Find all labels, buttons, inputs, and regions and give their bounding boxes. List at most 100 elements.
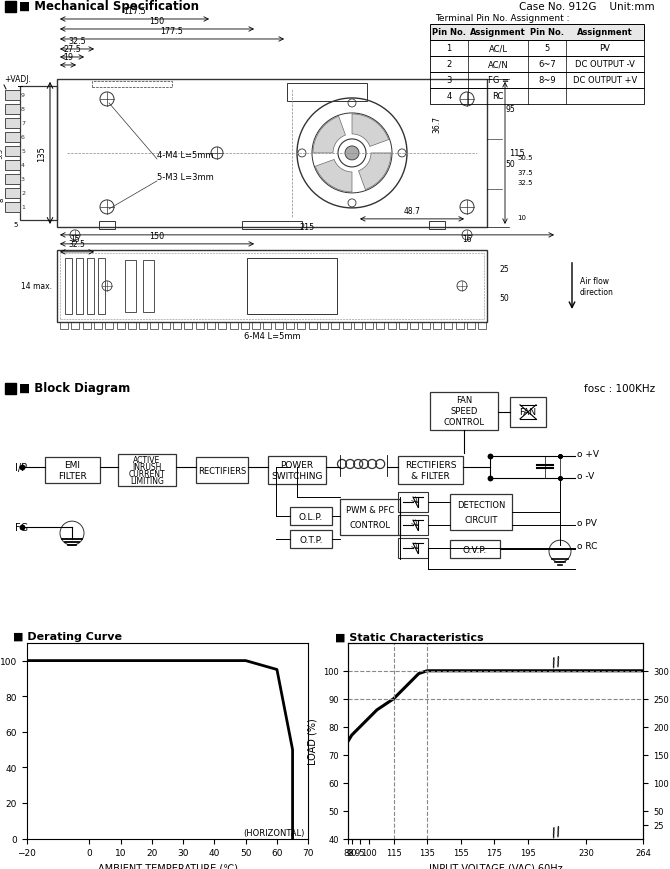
Bar: [444, 322, 452, 329]
Text: 135: 135: [37, 146, 46, 162]
Text: CONTROL: CONTROL: [444, 418, 484, 427]
Text: EMI: EMI: [64, 461, 80, 470]
Bar: [5, 383, 16, 395]
Text: 50.5: 50.5: [517, 155, 533, 161]
Text: CIRCUIT: CIRCUIT: [464, 515, 498, 524]
Text: 8~9: 8~9: [538, 76, 556, 85]
Text: O.V.P.: O.V.P.: [463, 545, 487, 554]
Text: 36.7: 36.7: [432, 116, 441, 133]
Text: DETECTION: DETECTION: [457, 501, 505, 510]
Text: 95: 95: [505, 105, 515, 115]
Bar: [430, 56, 644, 73]
Text: FAN: FAN: [456, 396, 472, 405]
Text: fosc : 100KHz: fosc : 100KHz: [584, 383, 655, 394]
Text: o RC: o RC: [577, 541, 598, 551]
Bar: [398, 493, 428, 513]
Bar: [45, 457, 100, 483]
Bar: [510, 397, 546, 428]
Text: FILTER: FILTER: [58, 471, 87, 481]
Bar: [5, 202, 20, 213]
Bar: [241, 322, 249, 329]
Bar: [287, 84, 367, 102]
Bar: [429, 222, 445, 229]
Text: I/P: I/P: [15, 462, 27, 473]
Bar: [5, 175, 20, 185]
Text: 48.7: 48.7: [403, 207, 421, 216]
Bar: [5, 161, 20, 170]
Bar: [94, 322, 102, 329]
Text: 6~7: 6~7: [538, 61, 556, 70]
Bar: [320, 322, 328, 329]
Text: Assignment: Assignment: [577, 29, 633, 37]
X-axis label: AMBIENT TEMPERATURE (℃): AMBIENT TEMPERATURE (℃): [98, 863, 237, 869]
Text: 6-M4 L=5mm: 6-M4 L=5mm: [244, 331, 300, 341]
Bar: [5, 105, 20, 115]
Y-axis label: LOAD (%): LOAD (%): [308, 718, 318, 764]
Bar: [467, 322, 475, 329]
Bar: [290, 531, 332, 548]
Bar: [430, 41, 644, 56]
Text: 8: 8: [0, 197, 5, 202]
Bar: [5, 91, 20, 101]
Bar: [5, 2, 16, 13]
Bar: [117, 322, 125, 329]
Bar: [252, 322, 260, 329]
Bar: [456, 322, 464, 329]
Text: +VADJ.: +VADJ.: [4, 75, 31, 84]
Text: 19: 19: [63, 53, 73, 62]
Bar: [184, 322, 192, 329]
Bar: [128, 322, 136, 329]
Text: INRUSH: INRUSH: [132, 462, 161, 471]
Bar: [87, 259, 94, 315]
Text: 1: 1: [446, 44, 452, 53]
Bar: [218, 322, 226, 329]
Text: Assignment: Assignment: [470, 29, 526, 37]
Bar: [125, 261, 136, 313]
Text: Terminal Pin No. Assignment :: Terminal Pin No. Assignment :: [435, 14, 570, 23]
Bar: [286, 322, 294, 329]
Text: POWER: POWER: [281, 461, 314, 469]
Text: FG ≡: FG ≡: [488, 76, 509, 85]
Text: 15: 15: [70, 235, 80, 243]
Bar: [398, 515, 428, 535]
Text: 9: 9: [21, 93, 25, 98]
Text: 115: 115: [509, 149, 525, 158]
Bar: [5, 133, 20, 143]
Bar: [207, 322, 215, 329]
Bar: [5, 119, 20, 129]
Bar: [398, 539, 428, 559]
Text: (HORIZONTAL): (HORIZONTAL): [244, 828, 305, 837]
Text: RECTIFIERS: RECTIFIERS: [198, 466, 246, 475]
Wedge shape: [358, 154, 391, 190]
Text: Pin No.: Pin No.: [530, 29, 564, 37]
Text: 117.5: 117.5: [123, 7, 146, 16]
Text: o -V: o -V: [577, 472, 594, 481]
Text: FAN: FAN: [519, 408, 537, 417]
Bar: [430, 73, 644, 89]
Text: ACTIVE: ACTIVE: [133, 455, 161, 464]
Bar: [173, 322, 181, 329]
Text: ■ Derating Curve: ■ Derating Curve: [13, 632, 123, 641]
Bar: [354, 322, 362, 329]
Bar: [430, 25, 644, 41]
Text: RECTIFIERS: RECTIFIERS: [405, 461, 456, 469]
Text: 7: 7: [21, 122, 25, 126]
Bar: [196, 322, 204, 329]
Text: 37.5: 37.5: [517, 169, 533, 176]
Bar: [118, 454, 176, 487]
Bar: [196, 457, 248, 483]
Text: 1: 1: [21, 205, 25, 210]
Text: 50: 50: [499, 294, 509, 303]
Text: 2: 2: [21, 191, 25, 196]
Bar: [399, 322, 407, 329]
Text: Case No. 912G    Unit:mm: Case No. 912G Unit:mm: [519, 2, 655, 12]
Bar: [60, 322, 68, 329]
Bar: [143, 261, 154, 313]
Text: LIMITING: LIMITING: [130, 477, 164, 486]
Text: 50: 50: [505, 160, 515, 169]
Bar: [450, 494, 512, 531]
Text: 5-M3 L=3mm: 5-M3 L=3mm: [157, 173, 214, 182]
Bar: [433, 322, 441, 329]
Bar: [65, 259, 72, 315]
Bar: [71, 322, 79, 329]
